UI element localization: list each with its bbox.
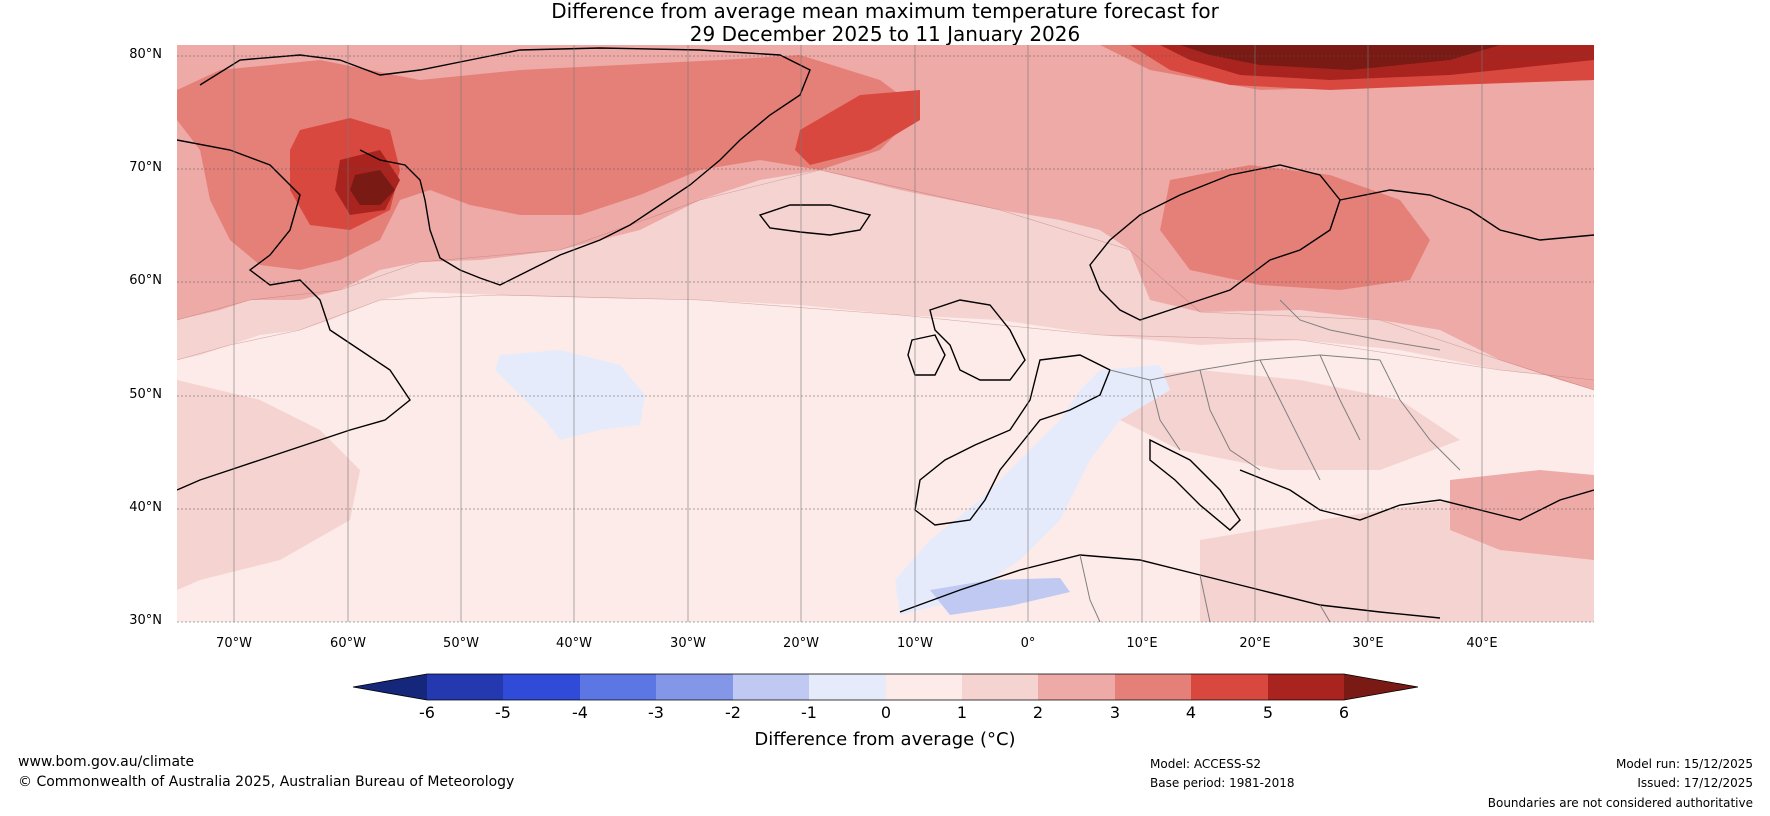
colorbar-segment-neg2-neg1 [733, 674, 809, 700]
colorbar-tick-neg5: -5 [495, 703, 511, 722]
italy-coast [1149, 438, 1241, 531]
title-line-2: 29 December 2025 to 11 January 2026 [689, 22, 1081, 46]
base-period: Base period: 1981-2018 [1150, 776, 1295, 790]
lon-label-70w: 70°W [216, 636, 252, 651]
model-name: Model: ACCESS-S2 [1150, 757, 1262, 771]
coastlines [177, 47, 1594, 619]
north-america-coast [177, 139, 411, 491]
anomaly-band-neg2-neg1-africa [930, 578, 1070, 615]
colorbar-tick-3: 3 [1109, 703, 1121, 722]
lon-label-20w: 20°W [783, 636, 819, 651]
lat-label-60n: 60°N [129, 273, 162, 288]
lon-label-40e: 40°E [1466, 636, 1498, 651]
colorbar-segment-4-5 [1191, 674, 1268, 700]
copyright-notice: © Commonwealth of Australia 2025, Austra… [18, 774, 515, 790]
lat-label-40n: 40°N [129, 500, 162, 515]
greenland-coast [199, 47, 811, 286]
contour-lines [177, 169, 1594, 391]
colorbar-tick-neg2: -2 [725, 703, 741, 722]
colorbar-segment-2-3 [1038, 674, 1115, 700]
colorbar-tick-0: 0 [880, 703, 892, 722]
colorbar-segment-3-4 [1115, 674, 1191, 700]
lon-label-50w: 50°W [443, 636, 479, 651]
north-africa-coast [899, 554, 1441, 619]
map-title: Difference from average mean maximum tem… [0, 0, 1770, 46]
model-run-date: Model run: 15/12/2025 [1615, 757, 1753, 771]
anomaly-band-gt6-arctic [1180, 45, 1500, 70]
colorbar-segment-5-6 [1268, 674, 1344, 700]
lat-label-80n: 80°N [129, 47, 162, 62]
colorbar-tick-neg4: -4 [572, 703, 588, 722]
colorbar-label: Difference from average (°C) [754, 729, 1016, 750]
lon-label-20e: 20°E [1239, 636, 1271, 651]
colorbar-segment-neg4-neg3 [580, 674, 656, 700]
lon-label-40w: 40°W [556, 636, 592, 651]
lon-label-60w: 60°W [330, 636, 366, 651]
lat-label-50n: 50°N [129, 387, 162, 402]
anomaly-band-3-4-scandinavia [1160, 165, 1430, 290]
anomaly-band-2-3-se [1450, 470, 1594, 560]
graticule [177, 55, 1594, 623]
lon-label-10w: 10°W [897, 636, 933, 651]
colorbar-segment-neg1-0 [809, 674, 886, 700]
country-borders [1079, 299, 1461, 622]
meridians [233, 45, 1483, 622]
website-link[interactable]: www.bom.gov.au/climate [18, 754, 195, 770]
colorbar-extend-high [1344, 674, 1418, 700]
great-britain-coast [929, 299, 1026, 381]
colorbar-segment-neg3-neg2 [656, 674, 733, 700]
anomaly-field [177, 45, 1594, 622]
colorbar-tick-2: 2 [1032, 703, 1044, 722]
arctic-russia-coast [1339, 189, 1594, 241]
colorbar-segment-neg6-neg5 [427, 674, 503, 700]
lon-label-30e: 30°E [1352, 636, 1384, 651]
lat-label-30n: 30°N [129, 613, 162, 628]
colorbar-tick-neg3: -3 [648, 703, 664, 722]
scandinavia-coast [1089, 164, 1341, 321]
anomaly-band-1-2-sw [177, 380, 360, 590]
lat-label-70n: 70°N [129, 160, 162, 175]
anomaly-band-neg1-0-iberia [895, 365, 1170, 615]
france-iberia-coast [914, 354, 1111, 526]
iceland-coast [758, 204, 872, 236]
lon-label-10e: 10°E [1126, 636, 1158, 651]
lon-label-30w: 30°W [670, 636, 706, 651]
black-sea-turkey-coast [1239, 469, 1594, 521]
issued-date: Issued: 17/12/2025 [1637, 776, 1753, 790]
boundaries-disclaimer: Boundaries are not considered authoritat… [1487, 796, 1753, 810]
colorbar-segment-neg5-neg4 [503, 674, 580, 700]
colorbar-segment-1-2 [962, 674, 1038, 700]
anomaly-band-gt6-baffin [350, 170, 395, 205]
colorbar-tick-1: 1 [956, 703, 968, 722]
ireland-coast [907, 334, 946, 376]
colorbar [352, 673, 1419, 701]
colorbar-segment-0-1 [886, 674, 962, 700]
colorbar-tick-4: 4 [1185, 703, 1197, 722]
colorbar-tick-5: 5 [1262, 703, 1274, 722]
anomaly-band-1-2-europe [1100, 370, 1460, 470]
colorbar-tick-6: 6 [1338, 703, 1350, 722]
title-line-1: Difference from average mean maximum tem… [551, 0, 1219, 23]
colorbar-outline [352, 673, 1419, 701]
lon-label-0: 0° [1020, 636, 1036, 651]
anomaly-band-neg1-0-atlantic [495, 350, 645, 440]
colorbar-tick-neg6: -6 [419, 703, 435, 722]
colorbar-tick-neg1: -1 [801, 703, 817, 722]
anomaly-band-4-5-greenland-sea [795, 90, 920, 165]
colorbar-extend-low [353, 674, 427, 700]
